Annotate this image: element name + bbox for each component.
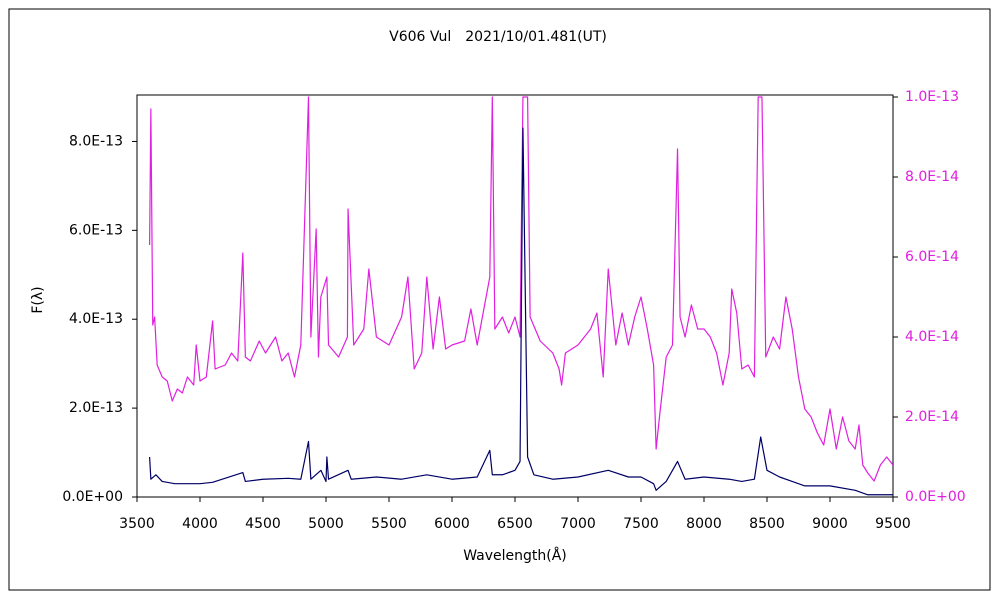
y2-tick-label: 8.0E-14 <box>905 169 959 185</box>
y-tick-label: 2.0E-13 <box>69 400 123 416</box>
x-tick-label: 9000 <box>812 516 848 532</box>
x-tick-label: 4500 <box>245 516 281 532</box>
y2-tick-label: 6.0E-14 <box>905 249 959 265</box>
x-tick-label: 8000 <box>686 516 722 532</box>
y-tick-label: 0.0E+00 <box>62 489 123 505</box>
y2-tick-label: 2.0E-14 <box>905 409 959 425</box>
y2-tick-label: 0.0E+00 <box>905 489 966 505</box>
y-tick-label: 4.0E-13 <box>69 311 123 327</box>
x-tick-label: 4000 <box>182 516 218 532</box>
x-tick-label: 8500 <box>749 516 785 532</box>
y2-tick-label: 4.0E-14 <box>905 329 959 345</box>
y2-tick-label: 1.0E-13 <box>905 89 959 105</box>
x-tick-label: 7500 <box>623 516 659 532</box>
chart-title: V606 Vul 2021/10/01.481(UT) <box>389 29 607 45</box>
y-axis-title: F(λ) <box>30 286 46 313</box>
x-tick-label: 9500 <box>875 516 911 532</box>
x-axis-title: Wavelength(Å) <box>463 547 567 564</box>
x-tick-label: 5000 <box>308 516 344 532</box>
y-tick-label: 8.0E-13 <box>69 133 123 149</box>
plot-area <box>149 96 893 496</box>
x-tick-label: 5500 <box>371 516 407 532</box>
y-tick-label: 6.0E-13 <box>69 222 123 238</box>
x-tick-label: 7000 <box>560 516 596 532</box>
chart-frame <box>8 8 991 591</box>
spectrum-line <box>149 127 893 496</box>
x-tick-label: 6000 <box>434 516 470 532</box>
x-tick-label: 3500 <box>119 516 155 532</box>
spectrum-line <box>149 96 893 482</box>
x-tick-label: 6500 <box>497 516 533 532</box>
